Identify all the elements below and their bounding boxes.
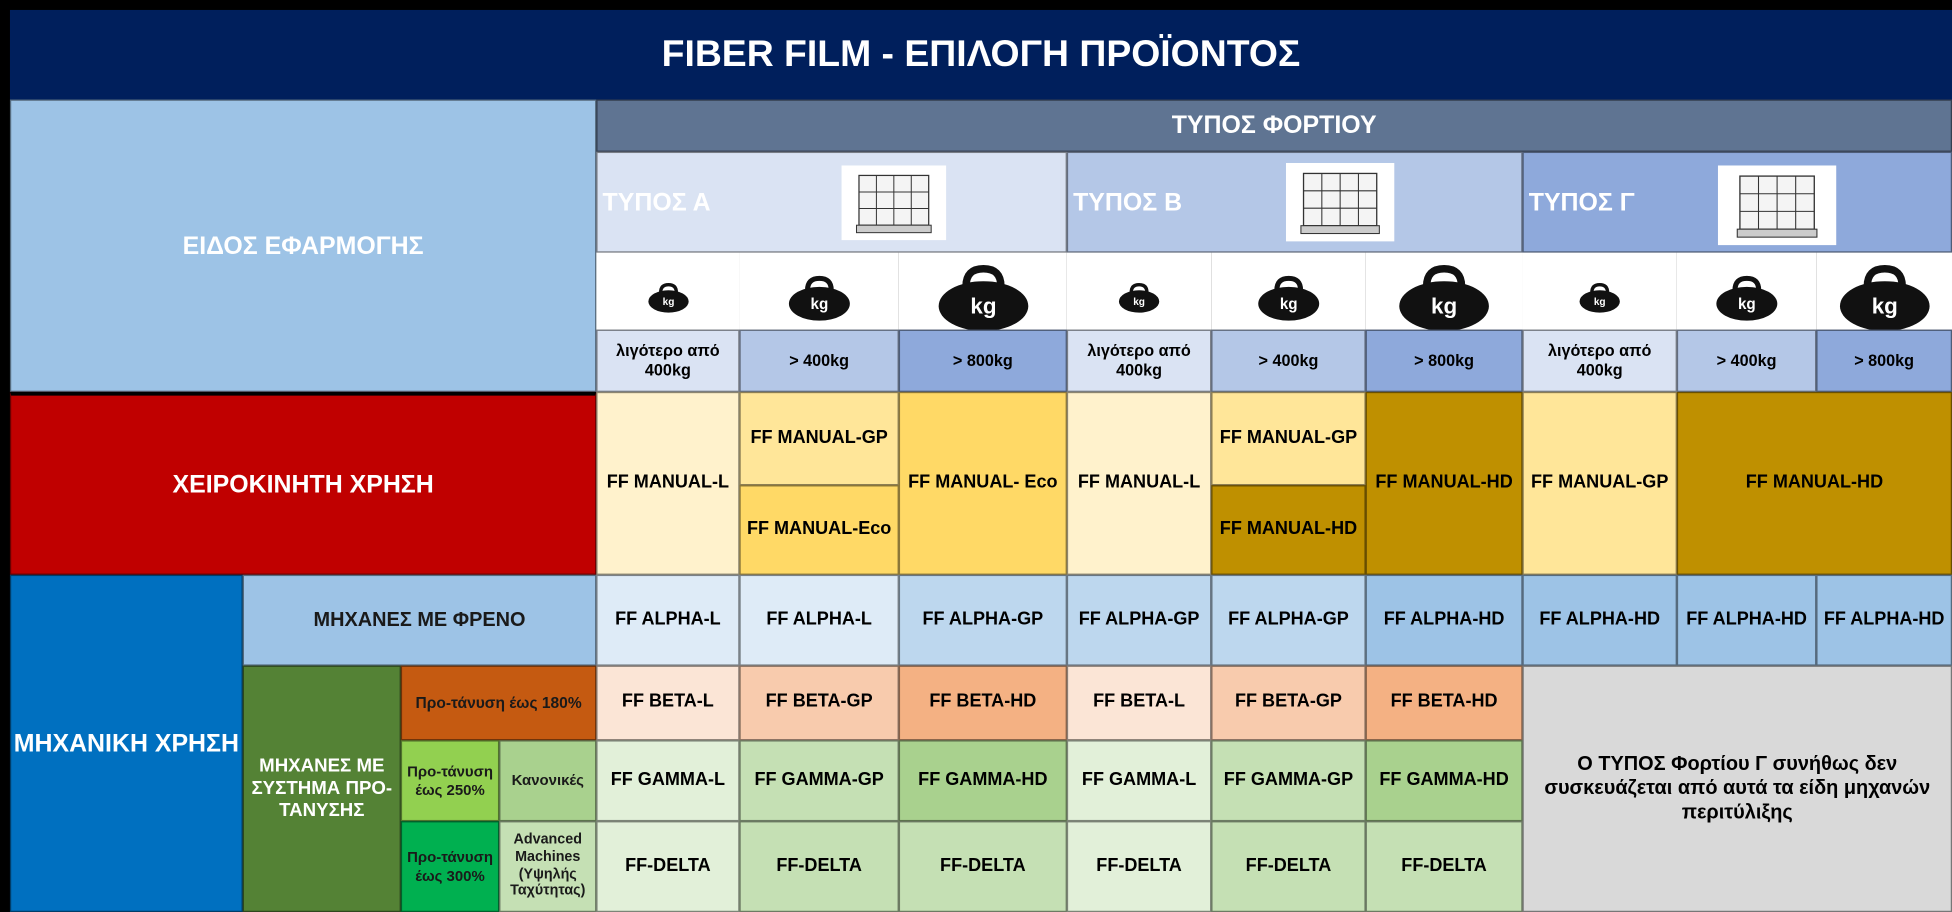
product-cell: FF GAMMA-GP <box>1211 740 1366 822</box>
product-cell: FF ALPHA-GP <box>898 574 1067 666</box>
product-cell: FF-DELTA <box>898 821 1067 912</box>
weight-label: λιγότερο από 400kg <box>1522 329 1677 392</box>
product-cell: FF MANUAL-GP <box>1522 391 1677 575</box>
product-cell: FF-DELTA <box>1066 821 1212 912</box>
product-cell: FF BETA-HD <box>898 665 1067 741</box>
kg-label: kg <box>1871 294 1897 319</box>
pallet-image <box>1717 165 1837 246</box>
product-cell: FF BETA-GP <box>1211 665 1366 741</box>
pallet-image <box>1285 162 1395 242</box>
row-label: ΧΕΙΡΟΚΙΝΗΤΗ ΧΡΗΣΗ <box>9 391 597 575</box>
product-cell: FF BETA-GP <box>739 665 899 741</box>
tension-label: Προ-τάνυση έως 300% <box>400 821 500 912</box>
product-cell: FF-DELTA <box>596 821 740 912</box>
product-cell: FF MANUAL-Eco <box>739 485 899 575</box>
kg-icon: kg <box>1579 283 1620 314</box>
weight-label: > 800kg <box>898 329 1067 392</box>
product-cell: FF MANUAL-HD <box>1365 391 1523 575</box>
product-cell: FF-DELTA <box>1365 821 1523 912</box>
product-cell: FF MANUAL-GP <box>739 391 899 486</box>
kg-icon: kg <box>1399 265 1489 331</box>
weight-label: > 800kg <box>1365 329 1523 392</box>
kg-icon: kg <box>788 275 850 321</box>
application-header: ΕΙΔΟΣ ΕΦΑΡΜΟΓΗΣ <box>9 99 597 392</box>
kg-label: kg <box>662 297 674 308</box>
product-cell: FF MANUAL-HD <box>1211 485 1366 575</box>
weight-label: > 800kg <box>1816 329 1952 392</box>
product-cell: FF ALPHA-HD <box>1522 574 1677 666</box>
weight-label: > 400kg <box>739 329 899 392</box>
product-cell: FF BETA-HD <box>1365 665 1523 741</box>
note: Ο ΤΥΠΟΣ Φορτίου Γ συνήθως δεν συσκευάζετ… <box>1522 665 1952 912</box>
pallet-image <box>841 165 947 241</box>
title: FIBER FILM - ΕΠΙΛΟΓΗ ΠΡΟΪΟΝΤΟΣ <box>9 9 1952 100</box>
tension-label: Κανονικές <box>499 740 597 822</box>
product-cell: FF ALPHA-HD <box>1676 574 1817 666</box>
product-cell: FF GAMMA-GP <box>739 740 899 822</box>
kg-label: kg <box>1133 297 1145 308</box>
load-type: ΤΥΠΟΣ Α <box>596 151 1067 253</box>
product-cell: FF ALPHA-HD <box>1816 574 1952 666</box>
kg-label: kg <box>970 294 996 319</box>
product-cell: FF MANUAL-GP <box>1211 391 1366 486</box>
tension-label: Προ-τάνυση έως 250% <box>400 740 500 822</box>
product-cell: FF MANUAL- Eco <box>898 391 1067 575</box>
product-cell: FF BETA-L <box>596 665 740 741</box>
product-cell: FF ALPHA-HD <box>1365 574 1523 666</box>
kg-icon: kg <box>1257 275 1319 321</box>
product-cell: FF GAMMA-L <box>596 740 740 822</box>
sub-label: ΜΗΧΑΝΕΣ ΜΕ ΦΡΕΝΟ <box>242 574 597 666</box>
kg-icon: kg <box>938 265 1028 331</box>
product-cell: FF ALPHA-GP <box>1066 574 1212 666</box>
tension-label: Advanced Machines (Υψηλής Ταχύτητας) <box>499 821 597 912</box>
weight-label: λιγότερο από 400kg <box>1066 329 1212 392</box>
kg-label: kg <box>1594 297 1606 308</box>
product-cell: FF ALPHA-GP <box>1211 574 1366 666</box>
product-cell: FF GAMMA-HD <box>898 740 1067 822</box>
kg-label: kg <box>810 296 828 313</box>
product-cell: FF GAMMA-L <box>1066 740 1212 822</box>
load-header: ΤΥΠΟΣ ΦΟΡΤΙΟΥ <box>596 99 1952 152</box>
weight-label: > 400kg <box>1676 329 1817 392</box>
kg-icon: kg <box>1839 265 1929 331</box>
weight-label: > 400kg <box>1211 329 1366 392</box>
weight-label: λιγότερο από 400kg <box>596 329 740 392</box>
kg-label: kg <box>1738 296 1756 313</box>
product-cell: FF ALPHA-L <box>739 574 899 666</box>
product-cell: FF MANUAL-L <box>596 391 740 575</box>
product-cell: FF MANUAL-HD <box>1676 391 1952 575</box>
sub-label: ΜΗΧΑΝΕΣ ΜΕ ΣΥΣΤΗΜΑ ΠΡΟ-ΤΑΝΥΣΗΣ <box>242 665 401 912</box>
kg-label: kg <box>1280 296 1298 313</box>
row-label: ΜΗΧΑΝΙΚΗ ΧΡΗΣΗ <box>9 574 243 912</box>
tension-label: Προ-τάνυση έως 180% <box>400 665 597 741</box>
product-cell: FF MANUAL-L <box>1066 391 1212 575</box>
product-cell: FF BETA-L <box>1066 665 1212 741</box>
kg-icon: kg <box>647 283 689 314</box>
kg-label: kg <box>1431 294 1457 319</box>
product-cell: FF-DELTA <box>739 821 899 912</box>
product-cell: FF-DELTA <box>1211 821 1366 912</box>
kg-icon: kg <box>1716 275 1778 321</box>
kg-icon: kg <box>1118 283 1160 314</box>
product-cell: FF ALPHA-L <box>596 574 740 666</box>
product-cell: FF GAMMA-HD <box>1365 740 1523 822</box>
